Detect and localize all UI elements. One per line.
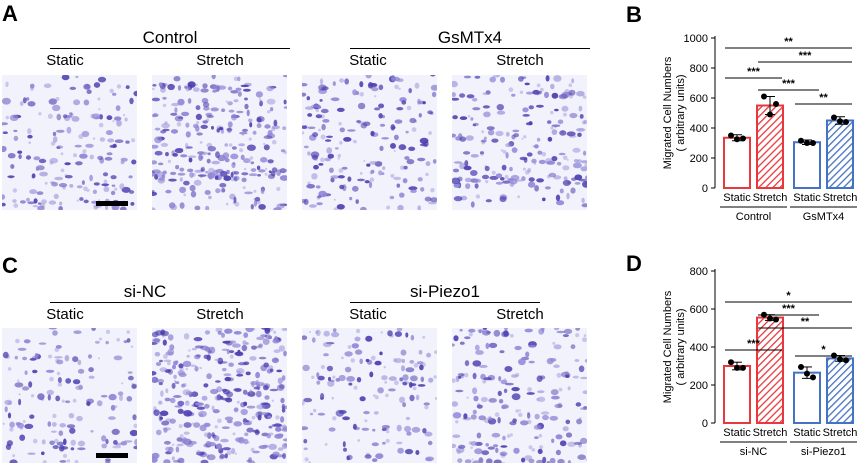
bar <box>793 371 821 424</box>
y-axis-label-units: ( arbitrary units) <box>675 74 687 151</box>
condition-label-gsmtx4-stretch: Stretch <box>496 52 544 69</box>
bar <box>826 357 854 424</box>
data-point <box>798 137 804 144</box>
condition-label-si-piezo1-stretch: Stretch <box>496 306 544 323</box>
significance-label: *** <box>782 303 796 315</box>
y-tick-label: 200 <box>690 153 708 165</box>
y-tick-label: 600 <box>690 304 708 316</box>
group-title-si-piezo1: si-Piezo1 <box>410 282 480 301</box>
group-label: GsMTx4 <box>803 211 845 223</box>
micrograph-gsmtx4-stretch <box>452 75 587 210</box>
y-tick-label: 1000 <box>684 33 708 45</box>
x-tick-label: Stretch <box>753 192 788 204</box>
group-title-control: Control <box>142 28 198 47</box>
x-tick-label: Static <box>723 192 751 204</box>
y-tick-label: 0 <box>702 418 708 430</box>
significance-label: *** <box>799 50 813 62</box>
panel-letter: B <box>626 2 642 27</box>
y-tick-label: 800 <box>690 266 708 278</box>
bar <box>793 141 821 189</box>
bar <box>826 119 854 189</box>
significance-label: *** <box>747 66 761 78</box>
group-line-gsmtx4 <box>350 48 590 50</box>
micrograph-si-piezo1-static <box>302 328 437 463</box>
group-title-gsmtx4: GsMTx4 <box>437 28 503 47</box>
data-point <box>734 364 740 371</box>
x-tick-label: Static <box>723 427 751 439</box>
data-point <box>804 370 810 377</box>
significance-label: * <box>786 290 791 302</box>
data-point <box>773 316 779 323</box>
panel-letter: D <box>626 251 642 276</box>
data-point <box>740 135 746 142</box>
y-tick-label: 200 <box>690 380 708 392</box>
group-line-si-piezo1 <box>350 302 540 304</box>
y-tick-label: 400 <box>690 342 708 354</box>
group-line-si-nc <box>50 302 240 304</box>
y-axis-label-units: ( arbitrary units) <box>675 308 687 385</box>
significance-label: ** <box>801 316 810 328</box>
group-line-control <box>50 48 290 50</box>
significance-label: *** <box>747 338 761 350</box>
condition-label-gsmtx4-static: Static <box>349 52 387 69</box>
x-tick-label: Stretch <box>753 427 788 439</box>
data-point <box>798 363 804 370</box>
data-point <box>767 111 773 118</box>
significance-label: ** <box>784 36 793 48</box>
y-tick-label: 600 <box>690 93 708 105</box>
data-point <box>837 356 843 363</box>
data-point <box>740 364 746 371</box>
data-point <box>734 136 740 143</box>
micrograph-si-nc-static <box>2 328 137 463</box>
condition-label-control-stretch: Stretch <box>196 52 244 69</box>
data-point <box>728 132 734 139</box>
data-point <box>831 114 837 121</box>
data-point <box>761 93 767 100</box>
x-tick-label: Stretch <box>823 427 858 439</box>
condition-label-si-piezo1-static: Static <box>349 306 387 323</box>
panel-letter-c: C <box>2 253 18 278</box>
micrograph-control-static <box>2 75 137 210</box>
y-tick-label: 0 <box>702 183 708 195</box>
scale-bar-a <box>96 201 128 206</box>
micrograph-si-piezo1-stretch <box>452 328 587 463</box>
group-label: Control <box>736 211 771 223</box>
micrograph-control-stretch <box>152 75 287 210</box>
group-label: si-NC <box>740 446 768 458</box>
condition-label-control-static: Static <box>46 52 84 69</box>
panel-letter-a: A <box>2 1 18 26</box>
bar <box>723 365 751 424</box>
y-tick-label: 400 <box>690 123 708 135</box>
group-label: si-Piezo1 <box>801 446 846 458</box>
bar-chart-b: B Migrated Cell Numbers( arbitrary units)… <box>626 2 858 223</box>
x-tick-label: Stretch <box>823 192 858 204</box>
data-point <box>810 140 816 146</box>
significance-label: ** <box>819 92 828 104</box>
scale-bar-c <box>96 453 128 458</box>
x-tick-label: Static <box>793 192 821 204</box>
micrograph-gsmtx4-static <box>302 75 437 210</box>
group-title-si-nc: si-NC <box>123 282 167 301</box>
condition-label-si-nc-static: Static <box>46 306 84 323</box>
y-axis-label: Migrated Cell Numbers <box>662 56 674 169</box>
data-point <box>843 119 849 125</box>
data-point <box>804 140 810 146</box>
significance-label: *** <box>782 78 796 90</box>
condition-label-si-nc-stretch: Stretch <box>196 306 244 323</box>
bar-chart-d: D Migrated Cell Numbers( arbitrary units)… <box>626 251 858 458</box>
data-point <box>728 359 734 366</box>
y-axis-label: Migrated Cell Numbers <box>662 290 674 403</box>
data-point <box>773 101 779 107</box>
data-point <box>837 118 843 125</box>
x-tick-label: Static <box>793 427 821 439</box>
significance-label: * <box>821 344 826 356</box>
data-point <box>767 315 773 322</box>
bar <box>723 136 751 189</box>
micrograph-si-nc-stretch <box>152 328 287 463</box>
bar <box>756 104 784 189</box>
y-tick-label: 800 <box>690 63 708 75</box>
data-point <box>843 357 849 364</box>
bar <box>756 316 784 424</box>
data-point <box>810 374 816 381</box>
